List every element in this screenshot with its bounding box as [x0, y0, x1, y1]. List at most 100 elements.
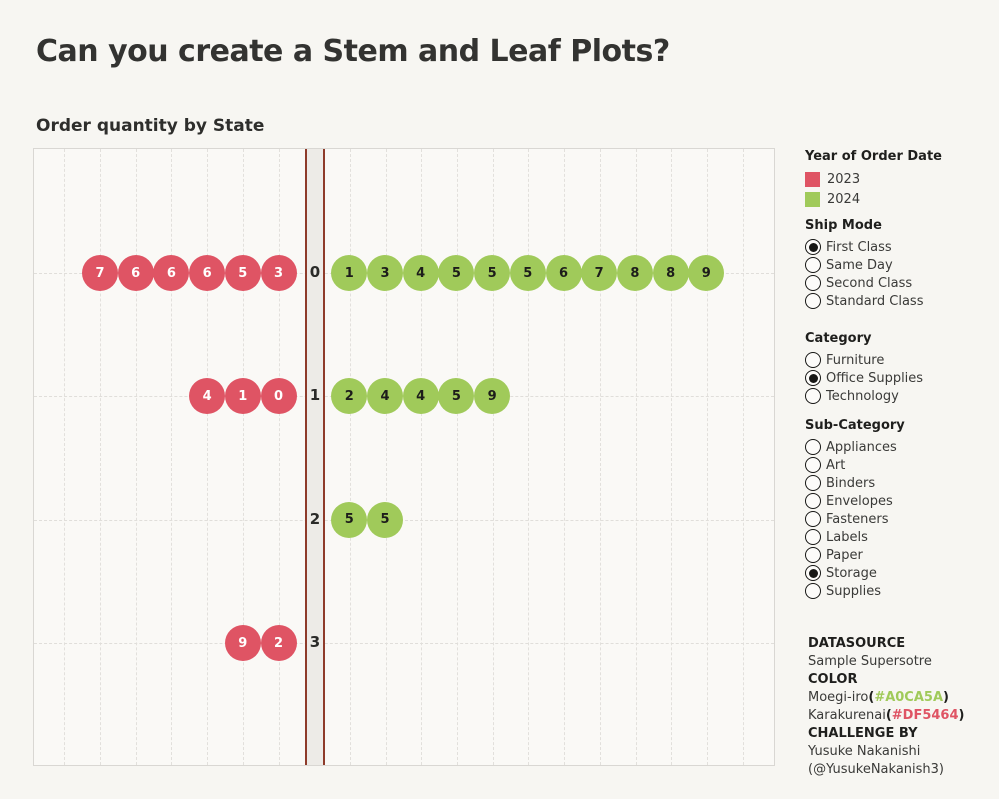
leaf-mark-2024[interactable]: 8	[652, 255, 689, 291]
leaf-mark-2023[interactable]: 3	[260, 255, 297, 291]
radio-option-label: Furniture	[826, 352, 885, 368]
radio-unselected-icon[interactable]	[805, 275, 821, 291]
sub-category-option-storage[interactable]: Storage	[805, 564, 997, 582]
horizontal-gridline	[34, 643, 774, 644]
vertical-gridline	[564, 149, 566, 765]
radio-option-label: Fasteners	[826, 511, 889, 527]
sub-category-option-envelopes[interactable]: Envelopes	[805, 492, 997, 510]
leaf-mark-2024[interactable]: 5	[367, 501, 403, 538]
leaf-mark-2024[interactable]: 2	[331, 378, 368, 415]
ship-mode-option-first-class[interactable]: First Class	[805, 238, 997, 256]
challenge-handle: (@YusukeNakanish3)	[808, 762, 944, 777]
radio-unselected-icon[interactable]	[805, 457, 821, 473]
radio-option-label: Standard Class	[826, 293, 924, 309]
leaf-mark-2024[interactable]: 7	[581, 255, 618, 291]
sub-category-option-supplies[interactable]: Supplies	[805, 582, 997, 600]
radio-unselected-icon[interactable]	[805, 493, 821, 509]
vertical-gridline	[421, 149, 423, 765]
leaf-mark-2023[interactable]: 6	[189, 255, 226, 291]
color-credit-moegi-iro: Moegi-iro(#A0CA5A)	[808, 690, 949, 705]
radio-option-label: Second Class	[826, 275, 913, 291]
radio-selected-icon[interactable]	[805, 239, 821, 255]
datasource-value: Sample Supersotre	[808, 654, 932, 669]
vertical-gridline	[671, 149, 673, 765]
leaf-mark-2023[interactable]: 5	[224, 255, 261, 291]
radio-unselected-icon[interactable]	[805, 475, 821, 491]
legend-year-of-order-date: Year of Order Date 2023 2024	[805, 149, 997, 209]
category-option-furniture[interactable]: Furniture	[805, 351, 997, 369]
leaf-mark-2023[interactable]: 6	[117, 255, 154, 291]
challenge-heading: CHALLENGE BY	[808, 726, 918, 741]
leaf-mark-2023[interactable]: 6	[153, 255, 190, 291]
leaf-mark-2023[interactable]: 0	[260, 378, 297, 415]
vertical-gridline	[635, 149, 637, 765]
vertical-gridline	[100, 149, 101, 765]
radio-unselected-icon[interactable]	[805, 257, 821, 273]
leaf-mark-2024[interactable]: 5	[438, 378, 475, 415]
credits-block: DATASOURCE Sample Supersotre COLOR Moegi-ir…	[808, 635, 999, 779]
chart-title: Order quantity by State	[36, 116, 265, 136]
ship-mode-option-same-day[interactable]: Same Day	[805, 256, 997, 274]
radio-option-label: Supplies	[826, 583, 881, 599]
leaf-mark-2024[interactable]: 5	[509, 255, 546, 291]
challenge-author: Yusuke Nakanishi	[808, 744, 921, 759]
radio-option-label: Labels	[826, 529, 868, 545]
radio-unselected-icon[interactable]	[805, 439, 821, 455]
leaf-mark-2024[interactable]: 9	[688, 255, 725, 291]
radio-unselected-icon[interactable]	[805, 583, 821, 599]
radio-unselected-icon[interactable]	[805, 511, 821, 527]
vertical-gridline	[385, 149, 387, 765]
sub-category-option-appliances[interactable]: Appliances	[805, 438, 997, 456]
vertical-gridline	[349, 149, 351, 765]
leaf-mark-2023[interactable]: 1	[224, 378, 261, 415]
radio-unselected-icon[interactable]	[805, 293, 821, 309]
leaf-mark-2023[interactable]: 2	[260, 625, 297, 661]
leaf-mark-2024[interactable]: 4	[367, 378, 403, 415]
legend-item-2023[interactable]: 2023	[805, 169, 997, 189]
leaf-mark-2023[interactable]: 4	[189, 378, 226, 415]
radio-option-label: Art	[826, 457, 846, 473]
legend-title: Year of Order Date	[805, 149, 942, 164]
radio-selected-icon[interactable]	[805, 370, 821, 386]
vertical-gridline	[599, 149, 601, 765]
vertical-gridline	[706, 149, 708, 765]
radio-unselected-icon[interactable]	[805, 352, 821, 368]
leaf-mark-2024[interactable]: 3	[367, 255, 403, 291]
radio-unselected-icon[interactable]	[805, 388, 821, 404]
ship-mode-option-second-class[interactable]: Second Class	[805, 274, 997, 292]
category-option-technology[interactable]: Technology	[805, 387, 997, 405]
filter-title-category: Category	[805, 331, 872, 346]
sub-category-option-art[interactable]: Art	[805, 456, 997, 474]
leaf-mark-2024[interactable]: 4	[402, 255, 439, 291]
vertical-gridline	[135, 149, 137, 765]
sub-category-option-fasteners[interactable]: Fasteners	[805, 510, 997, 528]
stem-axis-column	[305, 149, 325, 765]
radio-option-label: Binders	[826, 475, 876, 491]
leaf-mark-2024[interactable]: 1	[331, 255, 368, 291]
category-option-office-supplies[interactable]: Office Supplies	[805, 369, 997, 387]
leaf-mark-2024[interactable]: 5	[438, 255, 475, 291]
legend-swatch-icon	[805, 191, 820, 207]
leaf-mark-2023[interactable]: 7	[82, 255, 118, 291]
radio-unselected-icon[interactable]	[805, 547, 821, 563]
vertical-gridline	[242, 149, 244, 765]
ship-mode-option-standard-class[interactable]: Standard Class	[805, 292, 997, 310]
sub-category-option-paper[interactable]: Paper	[805, 546, 997, 564]
leaf-mark-2024[interactable]: 5	[331, 501, 368, 538]
leaf-mark-2024[interactable]: 5	[474, 255, 511, 291]
vertical-gridline	[492, 149, 494, 765]
leaf-mark-2024[interactable]: 4	[402, 378, 439, 415]
leaf-mark-2024[interactable]: 9	[474, 378, 511, 415]
leaf-mark-2024[interactable]: 8	[616, 255, 653, 291]
legend-item-label: 2024	[827, 191, 861, 207]
radio-selected-icon[interactable]	[805, 565, 821, 581]
leaf-mark-2023[interactable]: 9	[224, 625, 261, 661]
leaf-mark-2024[interactable]: 6	[545, 255, 582, 291]
radio-option-label: Envelopes	[826, 493, 893, 509]
legend-item-2024[interactable]: 2024	[805, 189, 997, 209]
radio-option-label: First Class	[826, 239, 892, 255]
radio-unselected-icon[interactable]	[805, 529, 821, 545]
radio-option-label: Technology	[826, 388, 899, 404]
sub-category-option-labels[interactable]: Labels	[805, 528, 997, 546]
sub-category-option-binders[interactable]: Binders	[805, 474, 997, 492]
